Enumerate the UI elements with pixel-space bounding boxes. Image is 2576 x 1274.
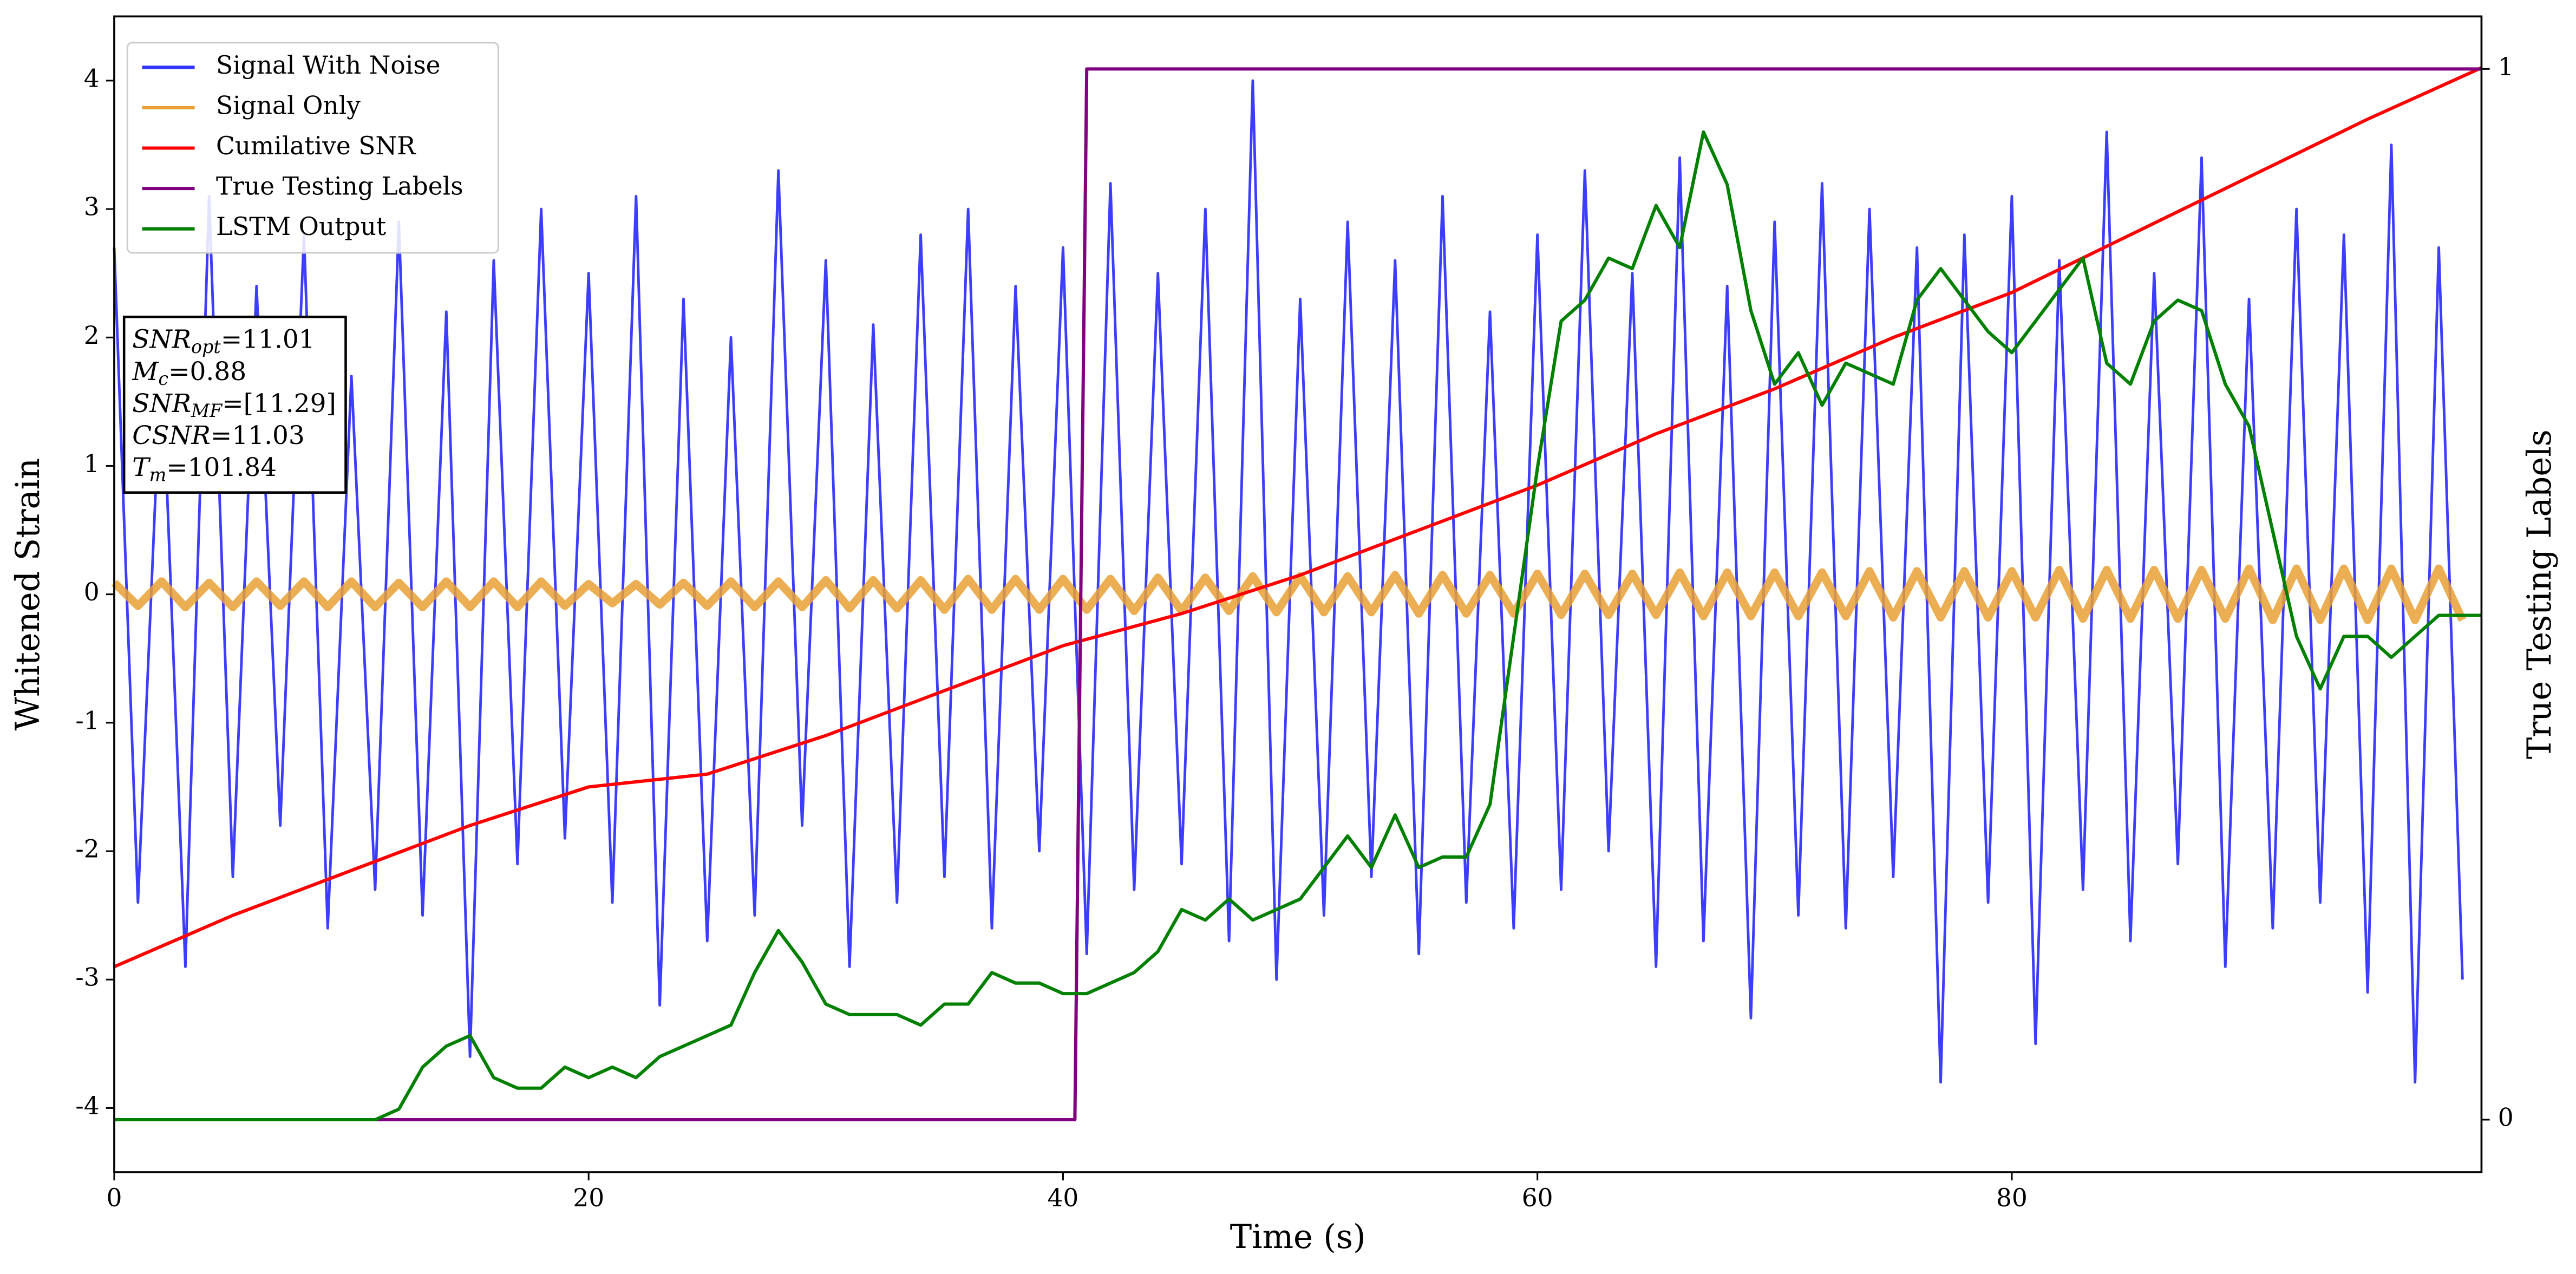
y-tick-label: 0 [84, 578, 100, 606]
annotation-value: =[11.29] [222, 389, 336, 419]
annotation-subscript: c [158, 368, 168, 389]
legend: Signal With Noise Signal Only Cumilative S… [126, 42, 500, 254]
annotation-value: =11.01 [221, 325, 315, 355]
annotation-line: SNRopt=11.01 [132, 325, 315, 357]
annotation-symbol: SNR [132, 389, 191, 419]
legend-label: True Testing Labels [216, 172, 463, 201]
y-axis-title: Whitened Strain [9, 458, 47, 730]
x-axis-title: Time (s) [1230, 1218, 1366, 1256]
y2-tick-label: 1 [2498, 53, 2514, 81]
y-tick-label: -3 [75, 963, 99, 992]
x-tick-label: 60 [1522, 1184, 1553, 1212]
series-line [114, 130, 2482, 1122]
series-line [114, 67, 2482, 1122]
annotation-symbol: T [132, 453, 151, 482]
annotation-symbol: M [132, 357, 159, 387]
annotation-value: =101.84 [166, 453, 277, 482]
legend-box [126, 42, 500, 254]
annotation-subscript: m [149, 464, 167, 485]
annotation-symbol: SNR [132, 325, 191, 355]
series-line [111, 564, 2467, 624]
annotation-value: =0.88 [168, 357, 246, 387]
annotation-subscript: MF [191, 400, 223, 421]
y-tick-label: 1 [84, 449, 100, 478]
annotation-line: Mc=0.88 [132, 357, 246, 389]
series-line [113, 66, 2482, 969]
x-tick-label: 80 [1996, 1184, 2028, 1212]
annotation-line: Tm=101.84 [132, 453, 277, 485]
x-tick-label: 20 [573, 1184, 604, 1212]
annotation-symbol: CSNR [132, 421, 211, 450]
legend-label: Cumilative SNR [216, 132, 416, 160]
annotation-line: SNRMF=[11.29] [132, 389, 336, 421]
annotation-value: =11.03 [211, 421, 305, 450]
annotation: SNRopt=11.01Mc=0.88SNRMF=[11.29]CSNR=11.… [122, 315, 347, 494]
y-tick-label: -1 [75, 706, 99, 735]
y-tick-label: 2 [84, 321, 100, 350]
y-tick-label: 3 [84, 193, 100, 221]
annotation-subscript: opt [191, 336, 221, 357]
y-tick-label: -2 [75, 835, 99, 864]
x-tick-label: 40 [1048, 1184, 1079, 1212]
y2-tick-label: 0 [2498, 1103, 2514, 1132]
annotation-line: CSNR=11.03 [132, 421, 305, 450]
legend-label: LSTM Output [216, 212, 386, 241]
x-tick-label: 0 [106, 1184, 122, 1212]
annotation-box [122, 315, 347, 494]
legend-label: Signal With Noise [216, 51, 441, 80]
y-tick-label: 4 [84, 64, 100, 93]
y2-axis-title: True Testing Labels [2521, 429, 2559, 759]
y-tick-label: -4 [75, 1092, 99, 1120]
plot-area [111, 66, 2482, 1122]
series-line [113, 79, 2464, 1084]
legend-label: Signal Only [216, 91, 361, 120]
